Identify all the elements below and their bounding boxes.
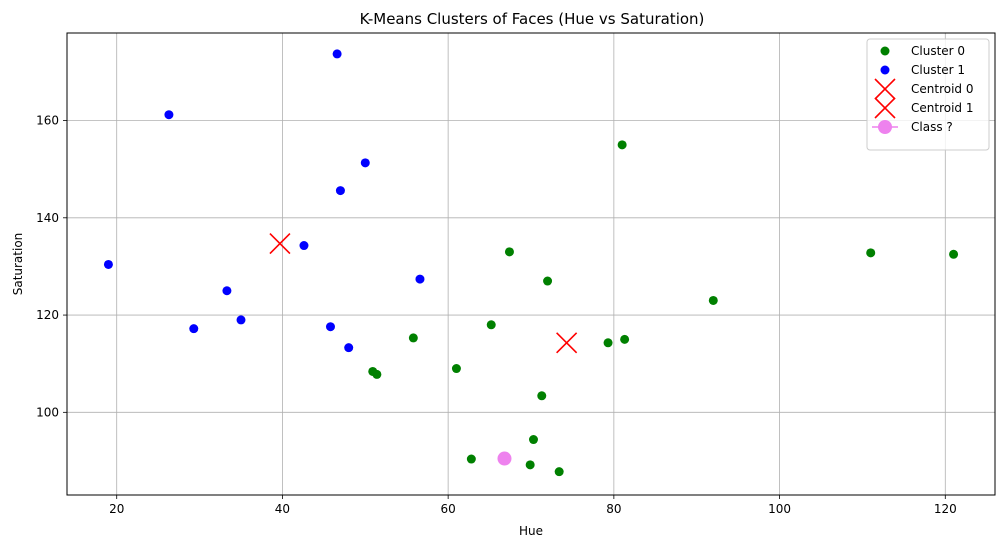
cluster-0-point [528, 435, 538, 445]
cluster-1-point [335, 186, 345, 196]
cluster-0-point [504, 247, 514, 257]
cluster-0-point [408, 333, 418, 343]
legend-centroid-0-marker-stroke-b [874, 78, 896, 100]
legend-class-marker [878, 120, 892, 134]
y-axis-label: Saturation [11, 233, 25, 296]
cluster-0-point [708, 295, 718, 305]
centroid-1-point [269, 233, 291, 255]
legend-cluster-0-marker [880, 46, 890, 56]
cluster-1-point [189, 324, 199, 334]
y-tick-label: 140 [36, 211, 59, 225]
cluster-1-point [103, 259, 113, 269]
x-tick-label: 60 [441, 502, 456, 516]
cluster-0-point [543, 276, 553, 286]
y-tick-label: 120 [36, 308, 59, 322]
cluster-1-point [360, 158, 370, 168]
centroid-0-point [556, 332, 578, 354]
data-points [103, 49, 959, 477]
cluster-0-point [372, 369, 382, 379]
x-tick-label: 120 [934, 502, 957, 516]
centroid-0-point-stroke-b [556, 332, 578, 354]
cluster-0-point [525, 460, 535, 470]
class-point [497, 451, 512, 466]
cluster-1-point [344, 343, 354, 353]
y-tick-label: 160 [36, 114, 59, 128]
cluster-0-point [866, 248, 876, 258]
cluster-1-point [222, 286, 232, 296]
x-axis-ticks: 20 40 60 80 100 120 [109, 495, 957, 516]
x-tick-label: 40 [275, 502, 290, 516]
legend-cluster-0-label: Cluster 0 [911, 44, 965, 58]
centroid-1-point-stroke-b [269, 233, 291, 255]
legend-centroid-1-marker [874, 97, 896, 119]
x-tick-label: 80 [606, 502, 621, 516]
cluster-0-point [949, 249, 959, 259]
y-axis-ticks: 100 120 140 160 [36, 114, 67, 419]
cluster-0-point [486, 320, 496, 330]
legend-box [866, 38, 990, 151]
cluster-0-point [451, 364, 461, 374]
cluster-1-point [325, 322, 335, 332]
grid-lines [67, 33, 995, 495]
cluster-1-point [332, 49, 342, 59]
plot-frame [66, 32, 996, 496]
cluster-1-point [299, 241, 309, 251]
cluster-0-point [466, 454, 476, 464]
x-tick-label: 20 [109, 502, 124, 516]
legend-centroid-1-label: Centroid 1 [911, 101, 973, 115]
cluster-0-point [554, 467, 564, 477]
x-axis-label: Hue [519, 524, 543, 538]
legend-cluster-1-label: Cluster 1 [911, 63, 965, 77]
cluster-0-point [617, 140, 627, 150]
legend: Cluster 0 Cluster 1 Centroid 0 Centroid 1 Cl… [866, 38, 990, 151]
legend-centroid-0-marker [874, 78, 896, 100]
chart-title: K-Means Clusters of Faces (Hue vs Satura… [360, 10, 705, 28]
y-tick-label: 100 [36, 405, 59, 419]
legend-cluster-1-marker [880, 65, 890, 75]
cluster-0-point [603, 338, 613, 348]
cluster-1-point [164, 110, 174, 120]
cluster-1-point [415, 274, 425, 284]
x-tick-label: 100 [768, 502, 791, 516]
cluster-0-point [620, 334, 630, 344]
legend-centroid-1-marker-stroke-b [874, 97, 896, 119]
legend-class-label: Class ? [911, 120, 953, 134]
cluster-1-point [236, 315, 246, 325]
cluster-0-point [537, 391, 547, 401]
legend-centroid-0-label: Centroid 0 [911, 82, 973, 96]
